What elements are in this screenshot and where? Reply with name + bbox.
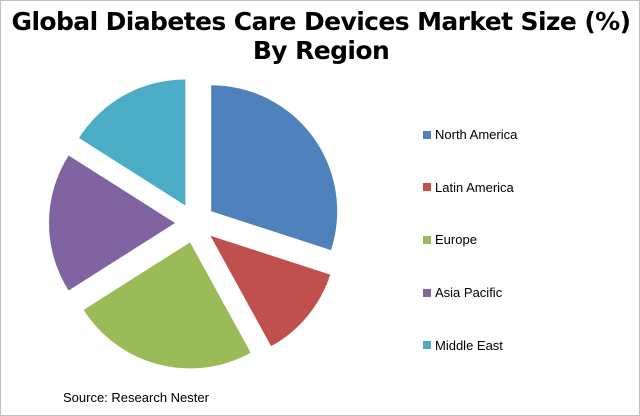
legend-label: Asia Pacific [435, 285, 503, 301]
legend-item: North America [423, 127, 517, 142]
source-note: Source: Research Nester [63, 390, 209, 405]
pie-slice-middle-east [78, 79, 186, 206]
legend-label: North America [435, 127, 518, 142]
pie-slice-asia-pacific [48, 155, 175, 291]
legend-label: Europe [435, 232, 477, 248]
legend-item: Latin America [423, 180, 514, 195]
chart-title: Global Diabetes Care Devices Market Size… [11, 7, 632, 65]
pie-slice-north-america [211, 85, 338, 251]
legend-item: Asia Pacific [423, 285, 502, 300]
legend-label: Latin America [435, 179, 514, 195]
legend-swatch [423, 288, 431, 297]
legend-swatch [423, 183, 431, 192]
pie-slice-latin-america [210, 235, 331, 347]
legend-label: Middle East [435, 337, 503, 353]
legend-swatch [423, 341, 431, 350]
pie-slice-europe [83, 242, 251, 369]
legend-item: Middle East [423, 338, 503, 353]
legend-item: Europe [423, 232, 477, 247]
legend-swatch [423, 130, 431, 139]
legend-swatch [423, 235, 431, 244]
